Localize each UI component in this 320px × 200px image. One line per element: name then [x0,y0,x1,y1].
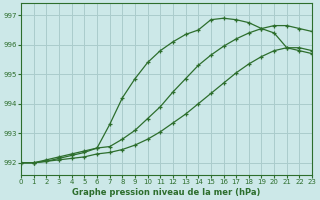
X-axis label: Graphe pression niveau de la mer (hPa): Graphe pression niveau de la mer (hPa) [72,188,261,197]
